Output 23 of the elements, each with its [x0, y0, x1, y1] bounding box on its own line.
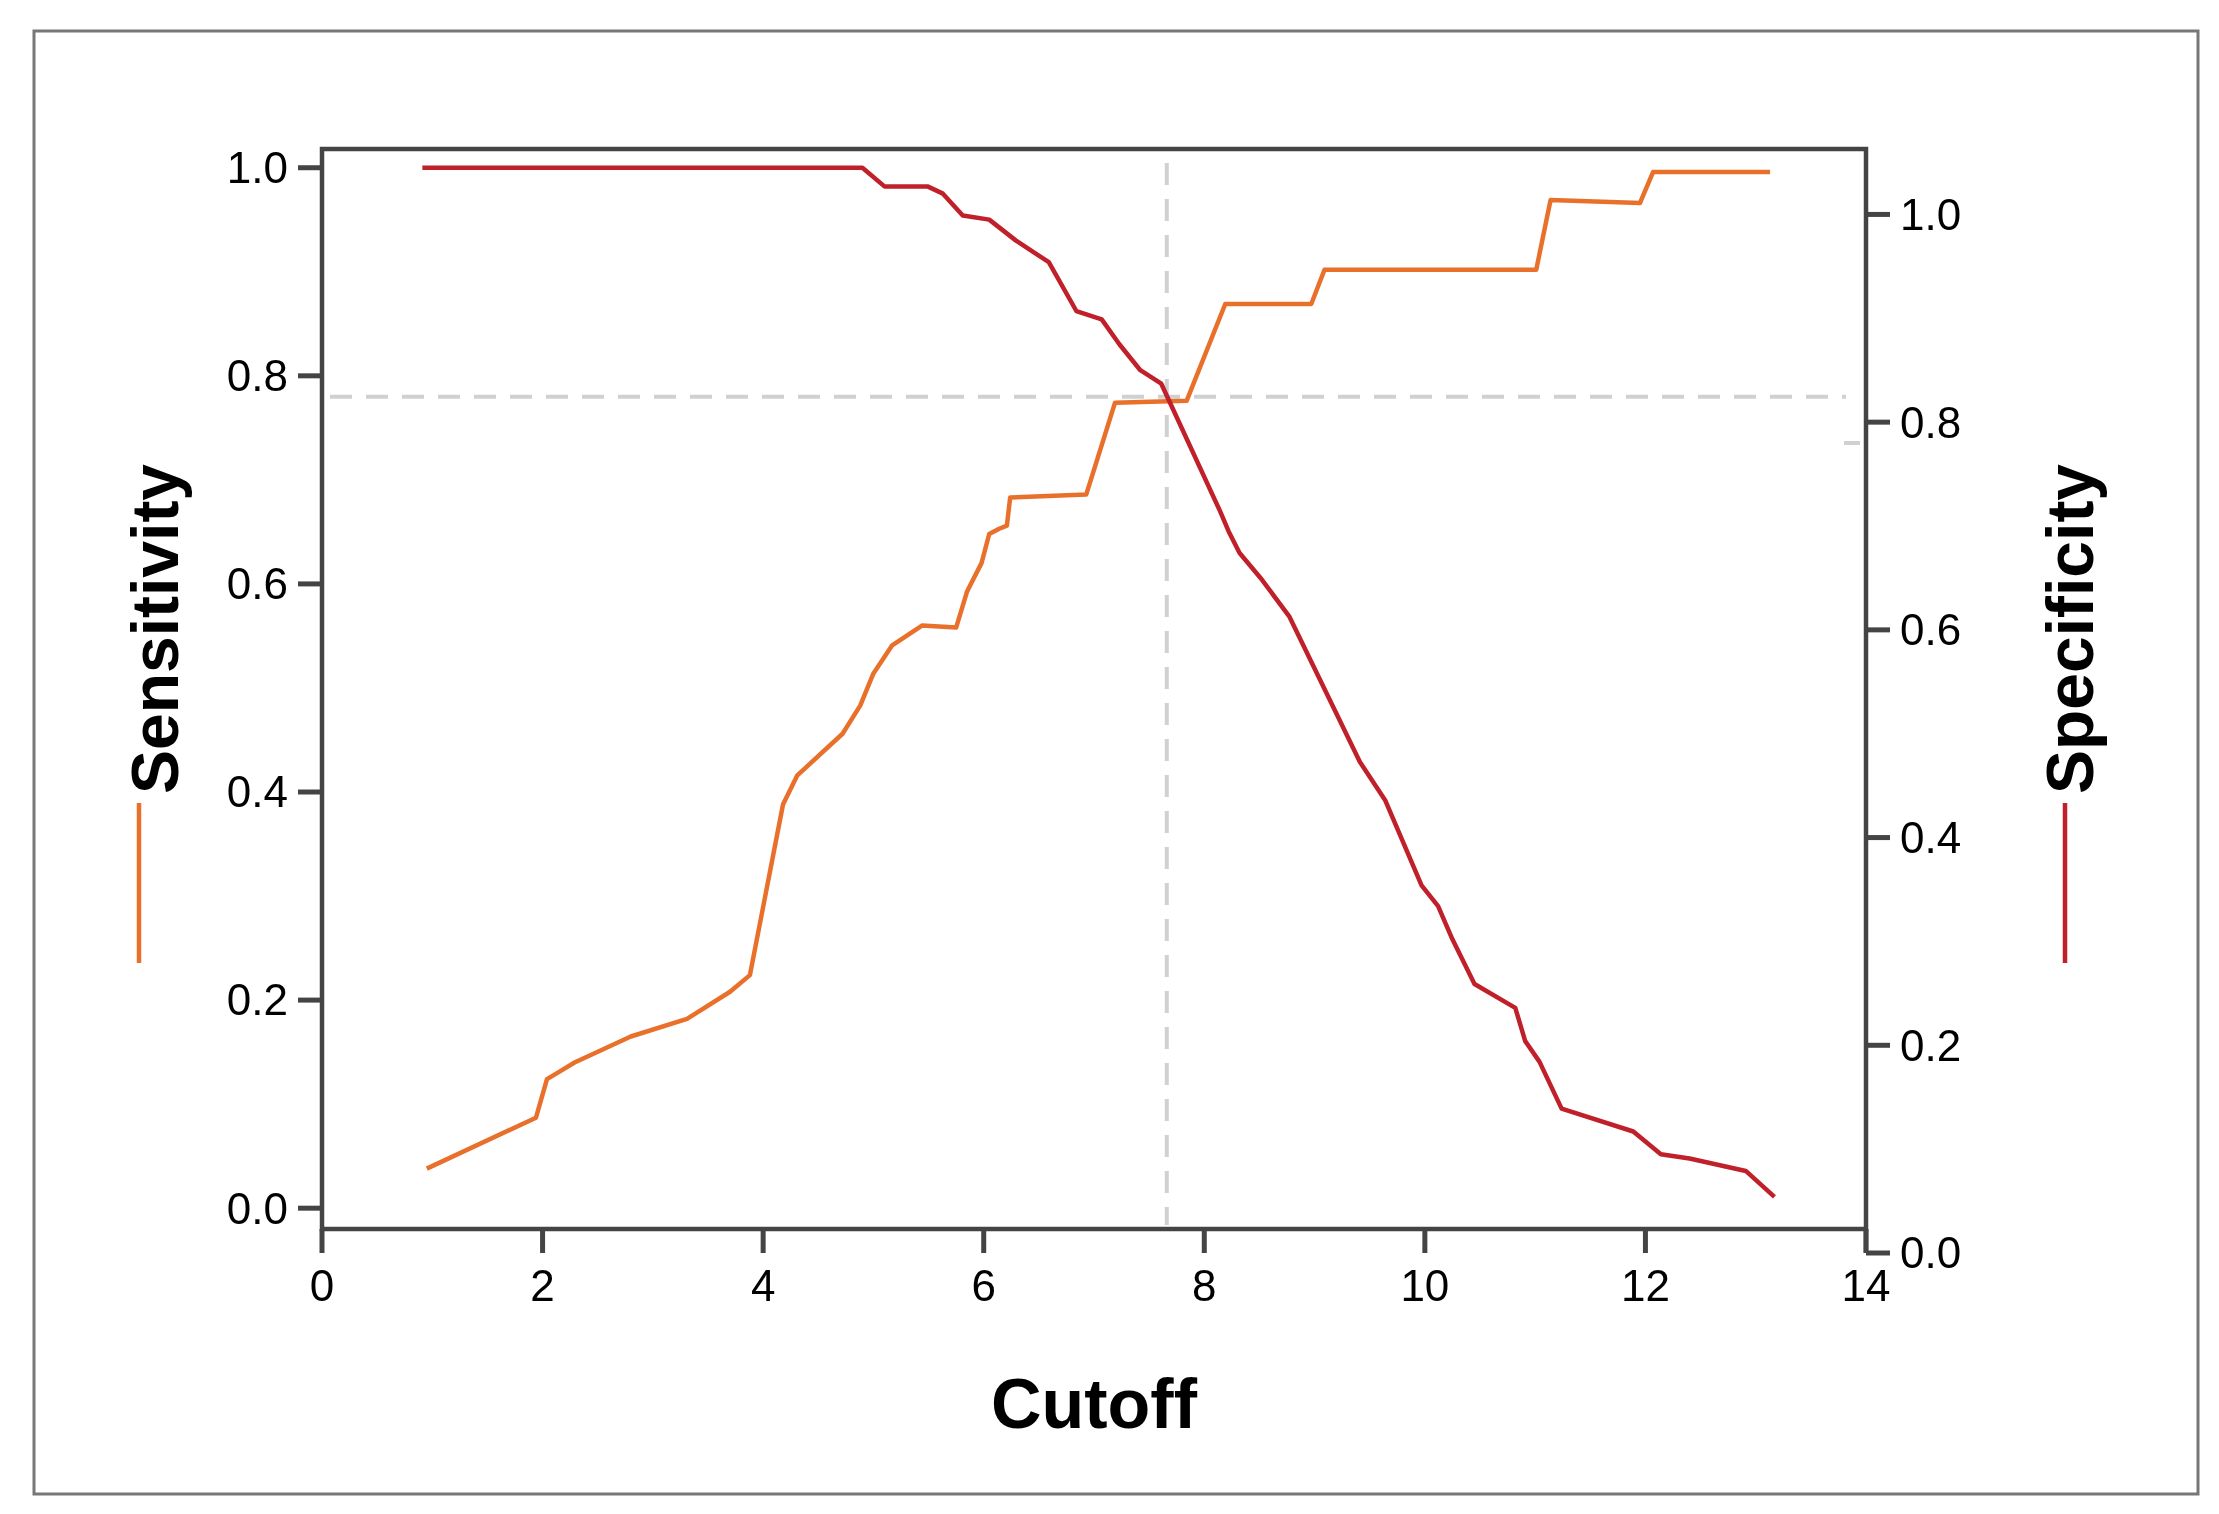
- x-tick-label: 6: [971, 1261, 996, 1310]
- y-tick-label: 0.0: [226, 1183, 288, 1233]
- y2-axis-title: Specificity: [2033, 463, 2107, 795]
- y-tick-label: 0.4: [226, 767, 288, 817]
- x-tick-label: 12: [1620, 1261, 1670, 1310]
- y2-tick-label: 1.0: [1900, 189, 1962, 239]
- y2-tick-label: 0.6: [1900, 605, 1962, 655]
- y-tick-label: 0.8: [226, 351, 288, 401]
- y2-tick-label: 0.2: [1900, 1020, 1962, 1070]
- x-tick-label: 0: [309, 1261, 335, 1310]
- y2-tick-label: 0.4: [1900, 812, 1962, 862]
- y2-tick-label: 0.8: [1900, 397, 1962, 447]
- x-tick-label: 4: [750, 1261, 776, 1310]
- x-tick-label: 2: [530, 1261, 555, 1310]
- x-tick-label: 14: [1841, 1261, 1891, 1310]
- y-axis-title: Sensitivity: [118, 463, 192, 795]
- y-tick-label: 1.0: [226, 143, 288, 193]
- x-axis-title: Cutoff: [990, 1365, 1198, 1443]
- y2-tick-label: 0.0: [1900, 1228, 1962, 1278]
- x-tick-label: 8: [1192, 1261, 1217, 1310]
- y-tick-label: 0.2: [226, 975, 288, 1025]
- y-tick-label: 0.6: [226, 559, 288, 609]
- x-tick-label: 10: [1400, 1261, 1450, 1310]
